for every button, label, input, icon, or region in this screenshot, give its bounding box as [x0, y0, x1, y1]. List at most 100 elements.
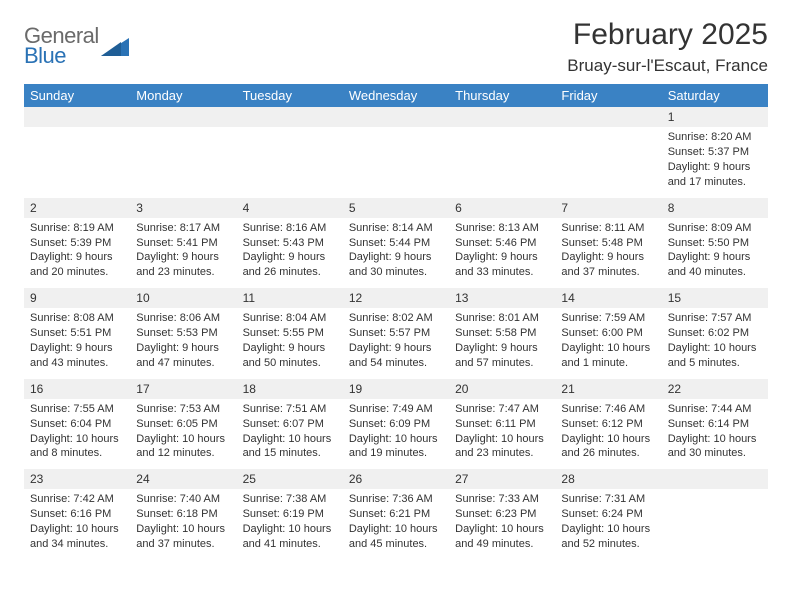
info-line-sunrise: Sunrise: 8:17 AM	[136, 221, 230, 236]
info-row: Sunrise: 7:42 AMSunset: 6:16 PMDaylight:…	[24, 489, 768, 559]
info-line-day2: and 17 minutes.	[668, 175, 762, 190]
day-cell: Sunrise: 8:19 AMSunset: 5:39 PMDaylight:…	[24, 218, 130, 288]
info-line-day2: and 30 minutes.	[349, 265, 443, 280]
day-info: Sunrise: 7:36 AMSunset: 6:21 PMDaylight:…	[349, 492, 443, 551]
info-line-sunset: Sunset: 5:51 PM	[30, 326, 124, 341]
day-number: 15	[662, 288, 768, 308]
info-line-day2: and 23 minutes.	[136, 265, 230, 280]
day-info: Sunrise: 8:13 AMSunset: 5:46 PMDaylight:…	[455, 221, 549, 280]
info-line-day2: and 15 minutes.	[243, 446, 337, 461]
day-cell: Sunrise: 7:38 AMSunset: 6:19 PMDaylight:…	[237, 489, 343, 559]
info-line-day1: Daylight: 9 hours	[30, 250, 124, 265]
info-line-sunrise: Sunrise: 8:13 AM	[455, 221, 549, 236]
info-line-day1: Daylight: 9 hours	[30, 341, 124, 356]
info-line-sunset: Sunset: 5:48 PM	[561, 236, 655, 251]
day-cell: Sunrise: 7:49 AMSunset: 6:09 PMDaylight:…	[343, 399, 449, 469]
day-cell: Sunrise: 8:01 AMSunset: 5:58 PMDaylight:…	[449, 308, 555, 378]
day-cell: Sunrise: 7:36 AMSunset: 6:21 PMDaylight:…	[343, 489, 449, 559]
day-number: 26	[343, 469, 449, 489]
info-line-day1: Daylight: 9 hours	[668, 250, 762, 265]
info-line-sunrise: Sunrise: 8:20 AM	[668, 130, 762, 145]
day-number: 17	[130, 379, 236, 399]
month-title: February 2025	[567, 18, 768, 52]
info-line-sunset: Sunset: 6:19 PM	[243, 507, 337, 522]
calendar-table: Sunday Monday Tuesday Wednesday Thursday…	[24, 84, 768, 560]
info-line-sunset: Sunset: 6:02 PM	[668, 326, 762, 341]
day-number: 1	[662, 107, 768, 127]
info-line-sunrise: Sunrise: 8:11 AM	[561, 221, 655, 236]
day-number: 16	[24, 379, 130, 399]
day-info: Sunrise: 7:42 AMSunset: 6:16 PMDaylight:…	[30, 492, 124, 551]
info-line-day2: and 52 minutes.	[561, 537, 655, 552]
info-line-sunrise: Sunrise: 8:02 AM	[349, 311, 443, 326]
day-info: Sunrise: 7:38 AMSunset: 6:19 PMDaylight:…	[243, 492, 337, 551]
info-line-day1: Daylight: 10 hours	[243, 522, 337, 537]
info-line-sunrise: Sunrise: 7:36 AM	[349, 492, 443, 507]
info-line-day1: Daylight: 10 hours	[561, 341, 655, 356]
day-info: Sunrise: 8:06 AMSunset: 5:53 PMDaylight:…	[136, 311, 230, 370]
info-line-sunrise: Sunrise: 8:04 AM	[243, 311, 337, 326]
info-line-sunset: Sunset: 5:44 PM	[349, 236, 443, 251]
info-line-sunrise: Sunrise: 7:38 AM	[243, 492, 337, 507]
info-line-sunset: Sunset: 5:41 PM	[136, 236, 230, 251]
info-line-day2: and 49 minutes.	[455, 537, 549, 552]
info-line-sunset: Sunset: 6:24 PM	[561, 507, 655, 522]
day-info: Sunrise: 7:53 AMSunset: 6:05 PMDaylight:…	[136, 402, 230, 461]
day-number: 25	[237, 469, 343, 489]
info-line-day1: Daylight: 10 hours	[455, 522, 549, 537]
info-line-sunset: Sunset: 6:23 PM	[455, 507, 549, 522]
daynum-row: 9101112131415	[24, 288, 768, 308]
info-line-sunrise: Sunrise: 8:08 AM	[30, 311, 124, 326]
day-cell	[237, 127, 343, 197]
info-line-sunset: Sunset: 6:21 PM	[349, 507, 443, 522]
header: General Blue February 2025 Bruay-sur-l'E…	[24, 18, 768, 76]
info-line-sunset: Sunset: 5:50 PM	[668, 236, 762, 251]
day-cell: Sunrise: 7:57 AMSunset: 6:02 PMDaylight:…	[662, 308, 768, 378]
info-line-day1: Daylight: 10 hours	[455, 432, 549, 447]
info-line-sunset: Sunset: 6:05 PM	[136, 417, 230, 432]
day-cell	[449, 127, 555, 197]
info-line-sunset: Sunset: 6:00 PM	[561, 326, 655, 341]
info-line-day1: Daylight: 9 hours	[349, 250, 443, 265]
info-line-day1: Daylight: 10 hours	[30, 432, 124, 447]
day-info: Sunrise: 8:14 AMSunset: 5:44 PMDaylight:…	[349, 221, 443, 280]
day-number: 18	[237, 379, 343, 399]
info-line-day2: and 43 minutes.	[30, 356, 124, 371]
info-line-sunset: Sunset: 6:14 PM	[668, 417, 762, 432]
info-line-sunrise: Sunrise: 8:09 AM	[668, 221, 762, 236]
day-cell: Sunrise: 7:31 AMSunset: 6:24 PMDaylight:…	[555, 489, 661, 559]
info-line-sunrise: Sunrise: 7:49 AM	[349, 402, 443, 417]
day-cell: Sunrise: 8:11 AMSunset: 5:48 PMDaylight:…	[555, 218, 661, 288]
day-number: 5	[343, 198, 449, 218]
info-line-day1: Daylight: 10 hours	[668, 432, 762, 447]
col-saturday: Saturday	[662, 84, 768, 107]
day-cell: Sunrise: 8:09 AMSunset: 5:50 PMDaylight:…	[662, 218, 768, 288]
info-line-day2: and 23 minutes.	[455, 446, 549, 461]
info-line-day1: Daylight: 10 hours	[349, 522, 443, 537]
day-cell: Sunrise: 8:14 AMSunset: 5:44 PMDaylight:…	[343, 218, 449, 288]
info-line-day1: Daylight: 10 hours	[30, 522, 124, 537]
info-line-day1: Daylight: 9 hours	[668, 160, 762, 175]
info-line-sunrise: Sunrise: 7:55 AM	[30, 402, 124, 417]
info-line-day1: Daylight: 9 hours	[455, 250, 549, 265]
info-line-day1: Daylight: 10 hours	[668, 341, 762, 356]
day-cell: Sunrise: 7:53 AMSunset: 6:05 PMDaylight:…	[130, 399, 236, 469]
day-cell: Sunrise: 7:59 AMSunset: 6:00 PMDaylight:…	[555, 308, 661, 378]
info-line-day2: and 12 minutes.	[136, 446, 230, 461]
logo-triangle-icon	[101, 34, 129, 61]
day-info: Sunrise: 7:33 AMSunset: 6:23 PMDaylight:…	[455, 492, 549, 551]
day-number: 19	[343, 379, 449, 399]
day-cell: Sunrise: 8:13 AMSunset: 5:46 PMDaylight:…	[449, 218, 555, 288]
col-sunday: Sunday	[24, 84, 130, 107]
info-line-day1: Daylight: 9 hours	[243, 341, 337, 356]
info-line-sunrise: Sunrise: 7:33 AM	[455, 492, 549, 507]
day-cell: Sunrise: 7:44 AMSunset: 6:14 PMDaylight:…	[662, 399, 768, 469]
info-line-day2: and 37 minutes.	[561, 265, 655, 280]
info-row: Sunrise: 7:55 AMSunset: 6:04 PMDaylight:…	[24, 399, 768, 469]
day-cell	[662, 489, 768, 559]
day-number: 13	[449, 288, 555, 308]
info-line-day2: and 34 minutes.	[30, 537, 124, 552]
col-friday: Friday	[555, 84, 661, 107]
info-line-day2: and 1 minute.	[561, 356, 655, 371]
col-thursday: Thursday	[449, 84, 555, 107]
